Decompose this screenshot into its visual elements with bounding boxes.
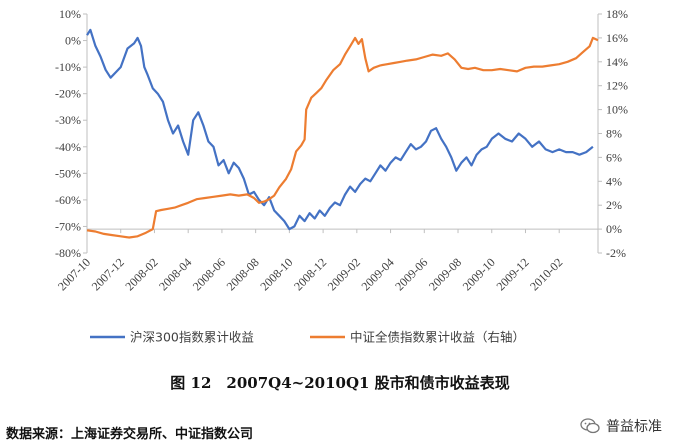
x-axis-tick-label: 2007-12	[89, 255, 127, 293]
x-axis-tick-label: 2008-04	[156, 255, 194, 293]
x-axis-tick-label: 2009-12	[493, 255, 531, 293]
watermark: 普益标准	[580, 416, 662, 436]
legend-label: 中证全债指数累计收益（右轴）	[350, 330, 525, 345]
left-axis-tick-label: -10%	[55, 60, 81, 74]
left-axis-tick-label: 10%	[59, 7, 81, 21]
left-axis-tick-label: -40%	[55, 140, 81, 154]
left-axis-tick-label: -50%	[55, 166, 81, 180]
x-axis-tick-label: 2009-04	[359, 255, 397, 293]
left-axis-tick-label: -20%	[55, 87, 81, 101]
x-axis-tick-label: 2009-02	[325, 255, 363, 293]
hs300-cumulative-return-line	[86, 28, 594, 231]
left-axis-tick-label: -80%	[55, 246, 81, 260]
right-axis-tick-label: 0%	[606, 222, 622, 236]
x-axis-tick-label: 2009-08	[426, 255, 464, 293]
x-axis-tick-label: 2010-02	[527, 255, 565, 293]
left-axis-tick-label: -60%	[55, 193, 81, 207]
right-axis-tick-label: 6%	[606, 150, 622, 164]
left-axis-tick-label: -70%	[55, 219, 81, 233]
bond-index-cumulative-return-line	[86, 36, 599, 239]
data-source-note: 数据来源：上海证券交易所、中证指数公司	[6, 427, 254, 442]
legend: 沪深300指数累计收益 中证全债指数累计收益（右轴）	[90, 330, 525, 345]
x-axis-tick-label: 2008-10	[257, 255, 295, 293]
series-layer	[86, 28, 599, 239]
right-axis-tick-label: -2%	[606, 246, 626, 260]
right-axis-tick-label: 14%	[606, 55, 628, 69]
x-axis-tick-label: 2009-06	[392, 255, 430, 293]
x-axis-tick-label: 2008-06	[190, 255, 228, 293]
right-axis-tick-label: 2%	[606, 198, 622, 212]
legend-label: 沪深300指数累计收益	[130, 330, 254, 345]
x-axis-tick-label: 2008-08	[224, 255, 262, 293]
x-axis-tick-label: 2008-12	[291, 255, 329, 293]
left-axis-tick-label: -30%	[55, 113, 81, 127]
x-axis-tick-label: 2008-02	[122, 255, 160, 293]
x-axis-tick-label: 2009-10	[460, 255, 498, 293]
x-axis: 2007-102007-122008-022008-042008-062008-…	[55, 228, 598, 293]
right-axis: 18% 16% 14% 12% 10% 8% 6% 4% 2% 0% -2%	[597, 7, 628, 260]
right-axis-tick-label: 12%	[606, 79, 628, 93]
wechat-logo-icon	[580, 418, 600, 434]
right-axis-tick-label: 16%	[606, 31, 628, 45]
right-axis-tick-label: 10%	[606, 103, 628, 117]
right-axis-tick-label: 4%	[606, 174, 622, 188]
watermark-text: 普益标准	[606, 419, 662, 435]
figure-caption: 图 12 2007Q4~2010Q1 股市和债市收益表现	[170, 374, 510, 392]
right-axis-tick-label: 18%	[606, 7, 628, 21]
x-axis-tick-label: 2007-10	[55, 255, 93, 293]
right-axis-tick-label: 8%	[606, 127, 622, 141]
left-axis-tick-label: 0%	[65, 34, 81, 48]
left-axis: 10% 0% -10% -20% -30% -40% -50% -60% -70% -80%	[55, 7, 88, 260]
